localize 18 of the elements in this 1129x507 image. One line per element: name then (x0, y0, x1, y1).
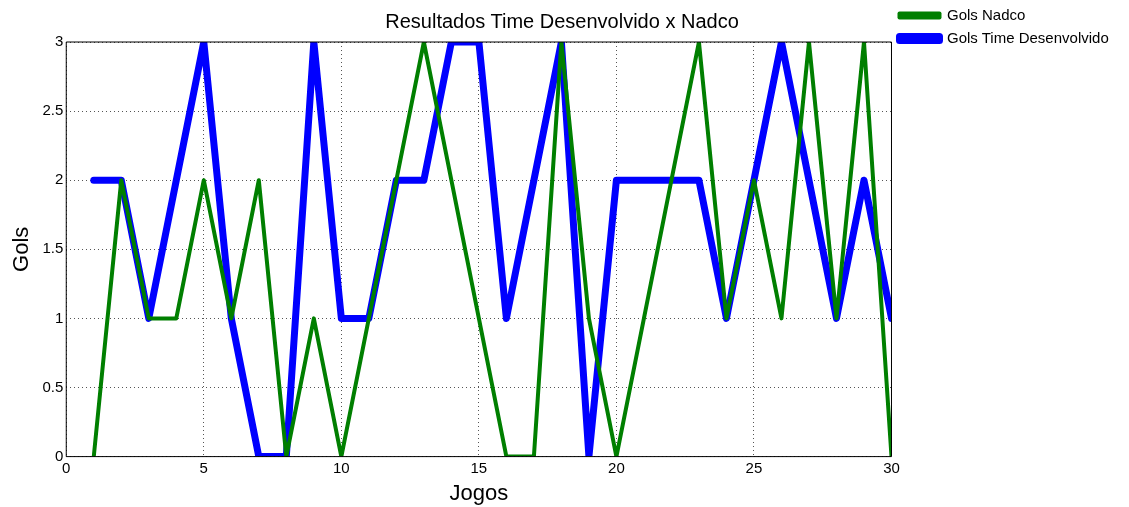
legend-label: Gols Nadco (947, 5, 1026, 23)
x-tick-label: 10 (332, 458, 350, 476)
x-tick-label: 25 (745, 458, 763, 476)
chart-title: Resultados Time Desenvolvido x Nadco (385, 9, 739, 32)
y-tick-label: 0 (54, 446, 64, 464)
x-tick-label: 20 (608, 458, 625, 476)
y-axis-title: Gols (8, 226, 34, 272)
y-tick-label: 3 (54, 32, 64, 50)
y-tick-label: 1.5 (42, 239, 64, 257)
x-tick-label: 5 (199, 458, 208, 476)
y-tick-label: 0.5 (42, 377, 64, 395)
legend-label: Gols Time Desenvolvido (947, 28, 1109, 46)
y-tick-label: 2.5 (42, 101, 64, 119)
y-tick-label: 1 (54, 308, 64, 326)
y-tick-label: 2 (54, 170, 64, 188)
x-axis-title: Jogos (449, 479, 509, 505)
x-tick-label: 30 (883, 458, 900, 476)
x-tick-label: 15 (470, 458, 488, 476)
